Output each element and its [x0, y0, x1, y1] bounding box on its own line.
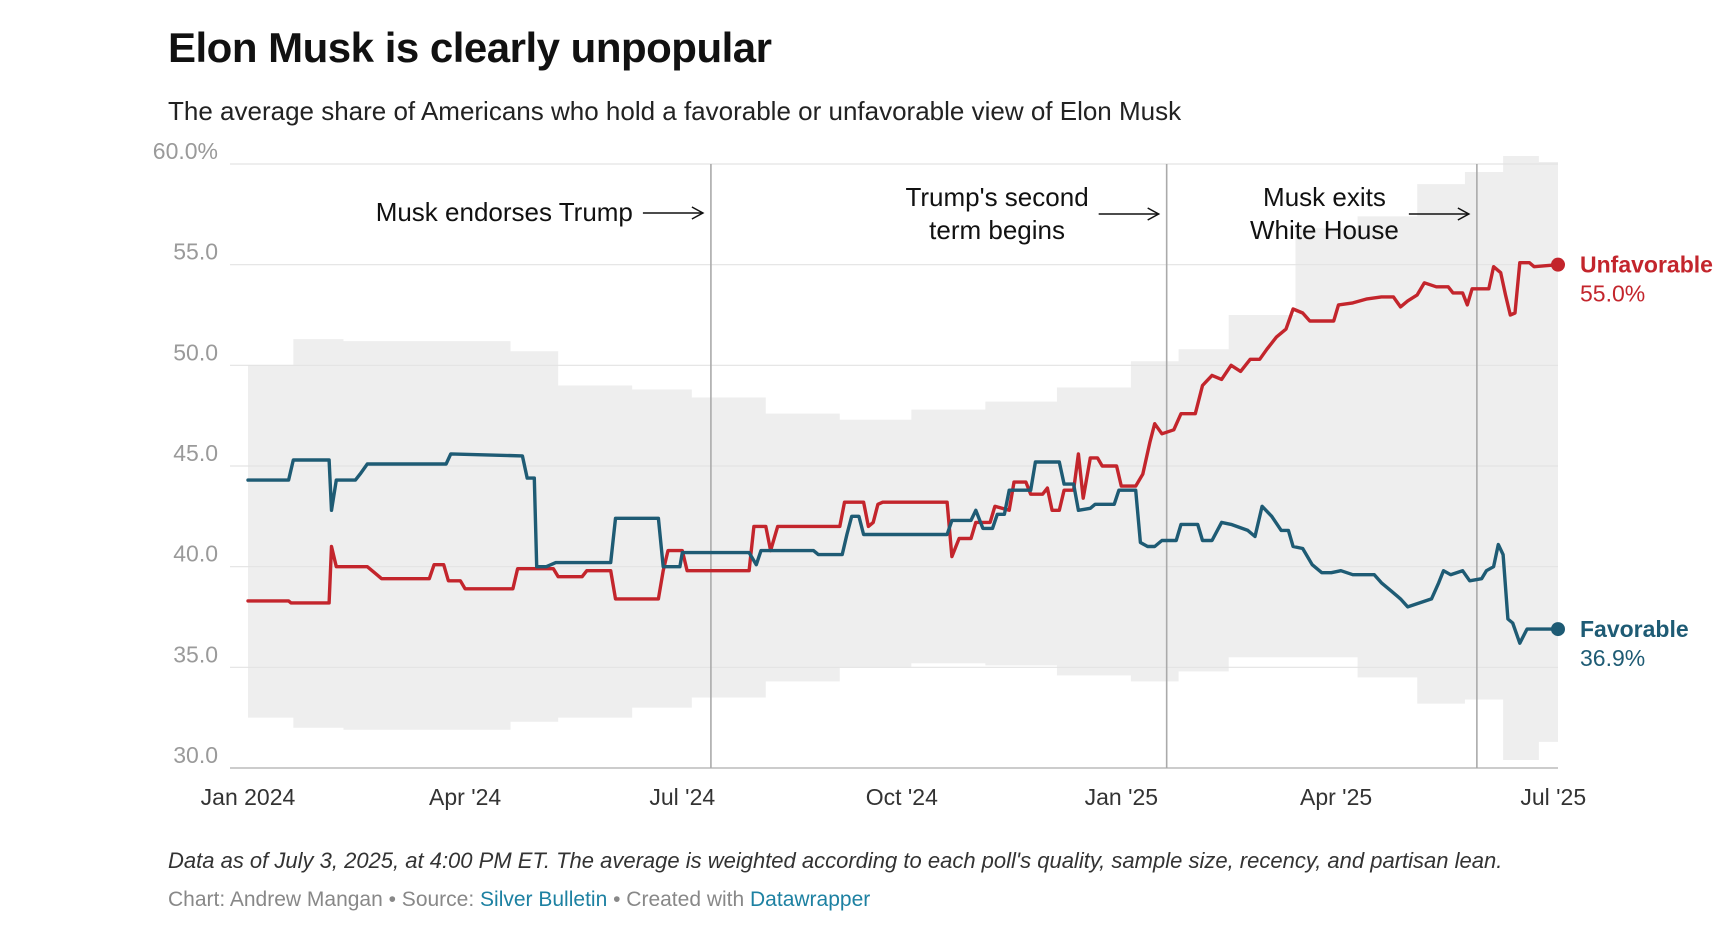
series-value-label: 55.0% [1580, 281, 1645, 307]
credit-prefix: Chart: Andrew Mangan • Source: [168, 888, 481, 911]
y-tick-label: 50.0 [173, 339, 218, 365]
y-tick-label: 45.0 [173, 440, 218, 466]
event-arrowhead [1147, 207, 1161, 221]
x-tick-label: Jan 2024 [201, 784, 296, 810]
series-value-label: 36.9% [1580, 645, 1645, 671]
y-tick-label: 55.0 [173, 239, 218, 265]
y-tick-label: 35.0 [173, 641, 218, 667]
x-tick-label: Jul '25 [1520, 784, 1586, 810]
axes: 60.0% 55.0 50.0 45.0 40.0 35.0 30.0 Jan 2024 Apr… [153, 140, 1586, 810]
datawrapper-link[interactable]: Datawrapper [750, 888, 871, 911]
event-annotation: Musk endorses Trump [376, 197, 705, 227]
event-label: Musk exits [1263, 182, 1386, 212]
x-tick-label: Jan '25 [1085, 784, 1158, 810]
event-label: term begins [929, 215, 1065, 245]
event-arrowhead [691, 206, 705, 220]
series-name-label: Unfavorable [1580, 252, 1713, 278]
chart-subtitle: The average share of Americans who hold … [168, 96, 1182, 126]
series-endpoint-unfavorable [1551, 257, 1565, 272]
chart-notes: Data as of July 3, 2025, at 4:00 PM ET. … [168, 848, 1503, 873]
series-name-label: Favorable [1580, 616, 1689, 642]
credit-middle: • Created with [607, 888, 751, 911]
y-tick-label: 30.0 [173, 742, 218, 768]
gridlines [230, 163, 1558, 769]
event-arrowhead [1457, 207, 1471, 221]
event-label: Trump's second [905, 182, 1088, 212]
uncertainty-band [248, 155, 1558, 760]
x-tick-label: Jul '24 [649, 784, 715, 810]
y-tick-label: 40.0 [173, 541, 218, 567]
chart-title: Elon Musk is clearly unpopular [168, 24, 772, 71]
source-link[interactable]: Silver Bulletin [480, 888, 608, 911]
x-tick-label: Oct '24 [866, 784, 938, 810]
x-tick-label: Apr '25 [1300, 784, 1372, 810]
uncertainty-band-layer [248, 155, 1558, 760]
event-label: Musk endorses Trump [376, 197, 633, 227]
chart-credits: Chart: Andrew Mangan • Source: Silver Bu… [168, 888, 870, 912]
event-label: White House [1250, 215, 1399, 245]
y-tick-label: 60.0% [153, 140, 218, 164]
x-tick-label: Apr '24 [429, 784, 501, 810]
series-endpoint-favorable [1551, 622, 1565, 637]
series-lines: Unfavorable 55.0% Favorable 36.9% [246, 252, 1713, 671]
series-line-unfavorable [246, 261, 1560, 605]
series-line-favorable [246, 452, 1560, 645]
